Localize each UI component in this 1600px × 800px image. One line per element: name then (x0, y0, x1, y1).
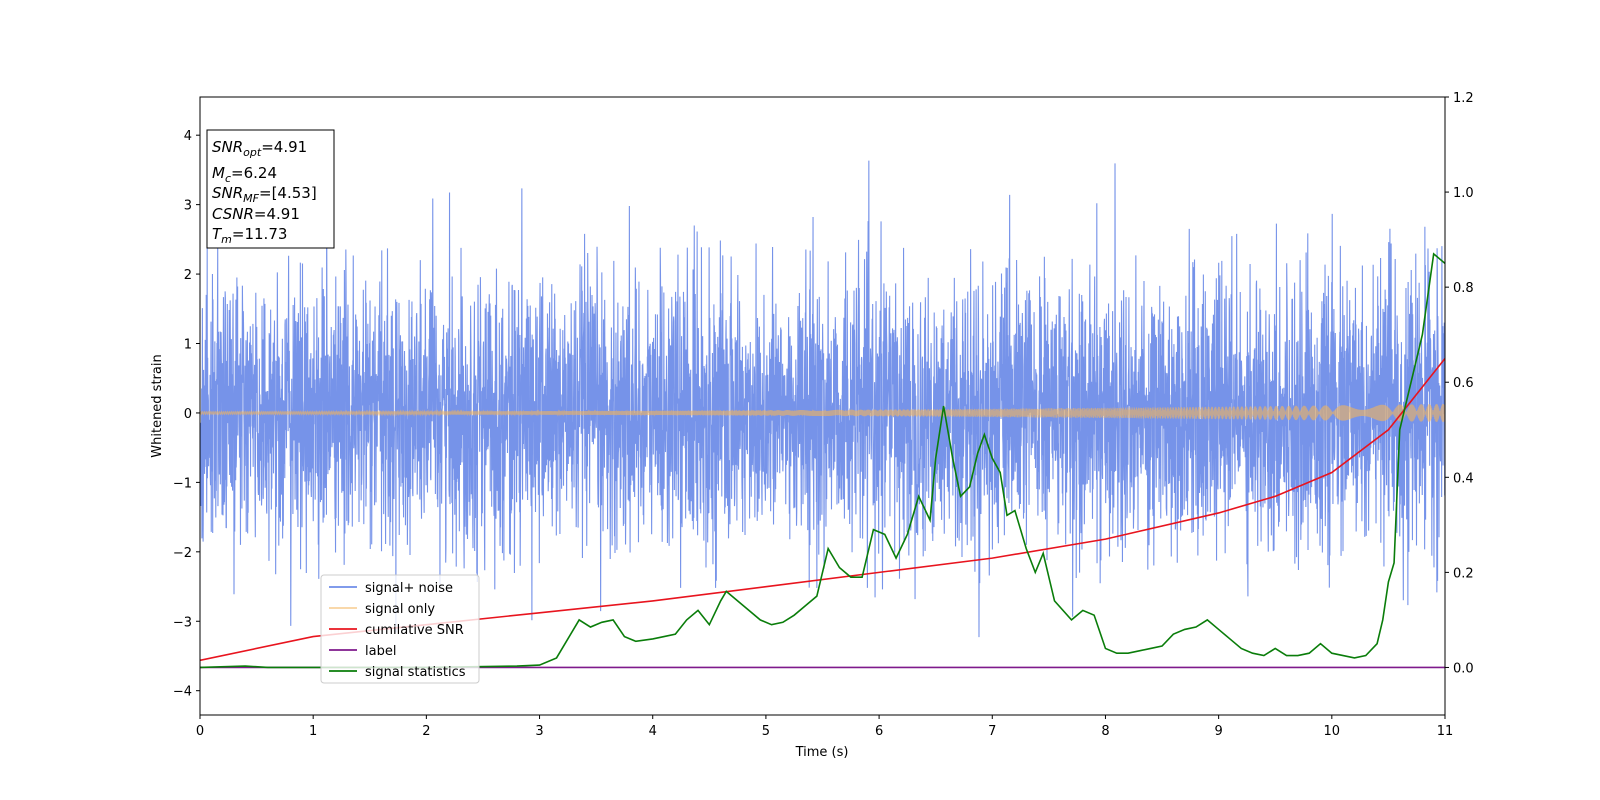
legend-entry-label: cumilative SNR (365, 623, 464, 638)
info-value: =6.24 (231, 164, 277, 182)
info-symbol: M (212, 164, 225, 182)
legend-entry-label: signal only (365, 602, 435, 617)
x-tick-label: 5 (762, 724, 770, 739)
y2-tick-label: 0.6 (1453, 376, 1474, 391)
x-tick-label: 2 (422, 724, 430, 739)
y2-tick-label: 0.2 (1453, 566, 1474, 581)
legend-entry-label: signal statistics (365, 665, 466, 680)
plot-area-frame (199, 96, 1446, 716)
info-box-line: SNRMF=[4.53] (212, 184, 317, 205)
info-value: =4.91 (254, 205, 300, 223)
y2-tick-label: 0.4 (1453, 471, 1474, 486)
y-tick-label: 2 (184, 268, 192, 283)
info-symbol: SNR (212, 138, 243, 156)
y-axis-label: Whitened strain (150, 354, 165, 457)
x-tick-label: 8 (1101, 724, 1109, 739)
y-tick-label: −3 (173, 615, 192, 630)
info-box-line: Mc=6.24 (212, 164, 277, 185)
info-box-line: Tm=11.73 (212, 225, 287, 246)
info-box-line: CSNR=4.91 (212, 205, 300, 223)
x-tick-label: 1 (309, 724, 317, 739)
x-tick-label: 10 (1324, 724, 1341, 739)
legend-entry-label: label (365, 644, 396, 659)
y-tick-label: 3 (184, 199, 192, 214)
x-tick-label: 7 (988, 724, 996, 739)
series-signal-noise-line (200, 160, 1445, 638)
y-tick-label: −1 (173, 476, 192, 491)
x-axis-label: Time (s) (795, 745, 849, 760)
y-tick-label: 0 (184, 407, 192, 422)
x-tick-label: 6 (875, 724, 883, 739)
info-subscript: m (221, 233, 232, 246)
y2-tick-label: 1.0 (1453, 186, 1474, 201)
y-axis-right: 0.0 0.2 0.4 0.6 0.8 1.0 1.2 (1445, 91, 1474, 676)
series-signal-statistics-line (200, 252, 1445, 669)
x-axis: 0 1 2 3 4 5 6 7 8 9 10 11 (196, 715, 1453, 739)
y-tick-label: 1 (184, 338, 192, 353)
info-box-frame (206, 129, 335, 249)
info-subscript: c (225, 172, 231, 185)
info-symbol: CSNR (212, 205, 254, 223)
info-symbol: SNR (212, 184, 243, 202)
y2-tick-label: 0.0 (1453, 661, 1474, 676)
x-tick-label: 4 (649, 724, 657, 739)
info-box-line: SNRopt=4.91 (212, 138, 307, 159)
info-symbol: T (212, 225, 223, 243)
y2-tick-label: 0.8 (1453, 281, 1474, 296)
info-value: =4.91 (261, 138, 307, 156)
info-value: =11.73 (232, 225, 288, 243)
info-value: =[4.53] (259, 184, 317, 202)
y-tick-label: −4 (173, 685, 192, 700)
y-tick-label: −2 (173, 546, 192, 561)
x-tick-label: 9 (1214, 724, 1222, 739)
x-tick-label: 0 (196, 724, 204, 739)
series-signal-only-line (200, 404, 1445, 422)
x-tick-label: 3 (535, 724, 543, 739)
info-subscript: opt (243, 146, 262, 159)
info-box: SNRopt=4.91Mc=6.24SNRMF=[4.53]CSNR=4.91T… (206, 129, 335, 249)
y-axis-left: −4 −3 −2 −1 0 1 2 3 4 (173, 129, 200, 700)
legend: signal+ noise signal only cumilative SNR la… (320, 574, 480, 684)
legend-entry-label: signal+ noise (365, 581, 453, 596)
info-subscript: MF (243, 192, 259, 205)
legend-frame (320, 574, 480, 684)
y2-tick-label: 1.2 (1453, 91, 1474, 106)
y-tick-label: 4 (184, 129, 192, 144)
x-tick-label: 11 (1437, 724, 1454, 739)
